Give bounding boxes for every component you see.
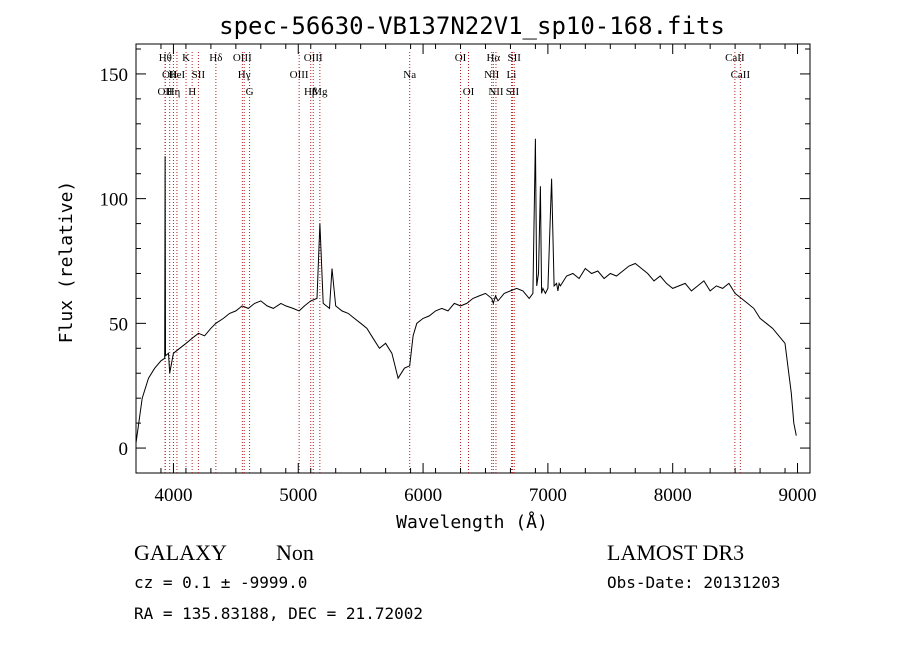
x-tick-label: 6000 — [404, 485, 442, 506]
y-tick-label: 100 — [100, 190, 129, 211]
line-marker-label: Hη — [167, 86, 181, 98]
line-marker-label: CaII — [731, 69, 751, 81]
object-class: GALAXY — [134, 540, 227, 565]
line-marker-label: OII — [157, 86, 173, 98]
line-marker-label: SII — [192, 69, 206, 81]
line-marker-label: NII — [488, 86, 504, 98]
x-tick-label: 8000 — [654, 485, 692, 506]
line-marker-label: Mg — [312, 86, 328, 98]
y-tick-label: 0 — [119, 439, 129, 460]
line-marker-label: G — [246, 86, 254, 98]
survey-name: LAMOST DR3 — [607, 540, 744, 565]
x-tick-label: 7000 — [529, 485, 567, 506]
line-marker-label: HeI — [169, 69, 186, 81]
redshift-line: cz = 0.1 ± -9999.0 — [134, 573, 307, 592]
line-marker-label: OI — [463, 86, 475, 98]
line-marker-label: Hθ — [159, 52, 172, 64]
line-marker-label: Hβ — [304, 86, 318, 98]
x-axis-label: Wavelength (Å) — [396, 511, 548, 533]
line-marker-label: CaII — [725, 52, 745, 64]
obs-date-line: Obs-Date: 20131203 — [607, 573, 780, 592]
plot-frame — [135, 43, 811, 474]
line-marker-label: SII — [507, 52, 521, 64]
x-tick-label: 9000 — [779, 485, 817, 506]
line-marker-label: Hα — [486, 52, 500, 64]
line-marker-label: K — [182, 52, 190, 64]
spectrum-line — [135, 138, 797, 444]
axis-ticks: 4000 5000 6000 7000 8000 9000 0 50 100 150 — [100, 44, 817, 506]
line-marker-label: Na — [403, 69, 416, 81]
coordinates-line: RA = 135.83188, DEC = 21.72002 — [134, 604, 423, 623]
line-markers — [164, 52, 741, 473]
line-marker-label: OIII — [304, 52, 323, 64]
line-marker-label: Hγ — [238, 69, 251, 81]
line-marker-label: Hδ — [209, 52, 222, 64]
line-marker-label: OIII — [233, 52, 252, 64]
y-tick-label: 150 — [100, 65, 129, 86]
line-marker-label: OII — [162, 69, 178, 81]
chart-title: spec-56630-VB137N22V1_sp10-168.fits — [219, 12, 725, 40]
line-marker-label: OIII — [290, 69, 309, 81]
y-axis-label: Flux (relative) — [56, 181, 77, 344]
line-marker-label: H — [188, 86, 196, 98]
line-marker-label: SII — [506, 86, 520, 98]
y-tick-label: 50 — [109, 314, 128, 335]
line-marker-label: Li — [507, 69, 517, 81]
line-marker-label: NII — [484, 69, 500, 81]
object-subclass: Non — [276, 540, 314, 565]
line-marker-label: OI — [455, 52, 467, 64]
x-tick-label: 4000 — [154, 485, 192, 506]
x-tick-label: 5000 — [279, 485, 317, 506]
